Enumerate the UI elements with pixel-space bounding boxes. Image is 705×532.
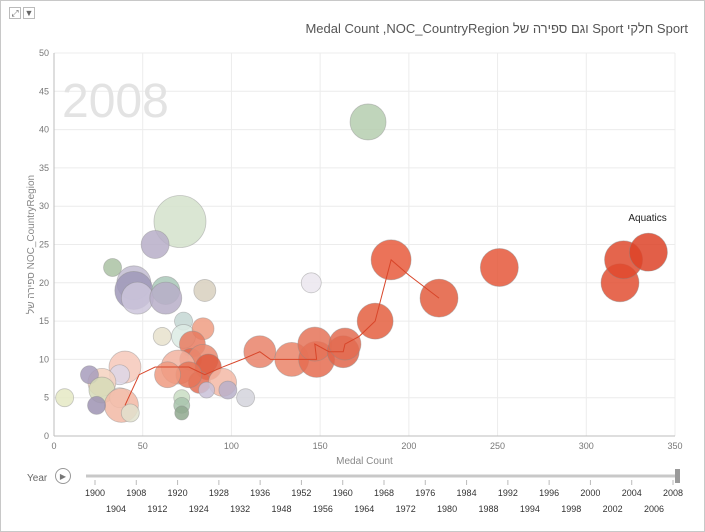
year-label-top[interactable]: 1908 (126, 488, 146, 498)
year-label-top[interactable]: 1900 (85, 488, 105, 498)
year-label-top[interactable]: 1996 (539, 488, 559, 498)
year-label-top[interactable]: 2000 (580, 488, 600, 498)
x-axis-title: Medal Count (336, 456, 393, 467)
x-tick-label: 300 (579, 441, 594, 451)
data-bubble[interactable] (236, 388, 256, 408)
x-tick-label: 350 (667, 441, 682, 451)
y-axis-title: ספירה של NOC_CountryRegion (25, 175, 37, 314)
data-bubble[interactable] (628, 232, 668, 272)
year-label-bottom[interactable]: 1972 (396, 504, 416, 514)
x-tick-label: 0 (51, 441, 56, 451)
y-tick-label: 50 (39, 48, 49, 58)
chart-title: Medal Count ,NOC_CountryRegion וגם ספירה… (305, 21, 688, 36)
y-tick-label: 0 (44, 431, 49, 441)
data-bubble[interactable] (193, 279, 217, 302)
play-button[interactable]: ▶ (55, 468, 71, 484)
year-label-top[interactable]: 1976 (415, 488, 435, 498)
annotation-label: Aquatics (628, 213, 666, 224)
data-bubble[interactable] (479, 248, 519, 287)
year-label-top[interactable]: 1928 (209, 488, 229, 498)
y-tick-label: 45 (39, 86, 49, 96)
year-label-bottom[interactable]: 1912 (147, 504, 167, 514)
data-bubble[interactable] (149, 281, 183, 315)
data-bubble[interactable] (80, 365, 99, 385)
year-label-bottom[interactable]: 1932 (230, 504, 250, 514)
data-bubble[interactable] (103, 258, 122, 277)
data-bubble[interactable] (87, 395, 106, 415)
data-bubble[interactable] (140, 230, 170, 259)
year-label-top[interactable]: 1968 (374, 488, 394, 498)
filter-icon[interactable]: ▼ (23, 7, 35, 19)
play-axis-label: Year (27, 473, 48, 484)
x-tick-label: 100 (224, 441, 239, 451)
year-label-bottom[interactable]: 1904 (106, 504, 126, 514)
watermark-year: 2008 (62, 75, 169, 128)
year-label-bottom[interactable]: 1948 (272, 504, 292, 514)
y-tick-label: 40 (39, 125, 49, 135)
x-tick-label: 200 (401, 441, 416, 451)
year-label-top[interactable]: 2008 (663, 488, 683, 498)
data-bubble[interactable] (300, 272, 322, 294)
panel-icons: ⤢ ▼ (9, 7, 35, 19)
y-tick-label: 10 (39, 354, 49, 364)
year-label-top[interactable]: 1992 (498, 488, 518, 498)
trail-line (124, 258, 440, 406)
y-tick-label: 20 (39, 278, 49, 288)
x-tick-label: 50 (138, 441, 148, 451)
year-label-top[interactable]: 1936 (250, 488, 270, 498)
year-label-bottom[interactable]: 1988 (478, 504, 498, 514)
year-label-bottom[interactable]: 1998 (561, 504, 581, 514)
data-bubble[interactable] (120, 281, 154, 315)
year-label-top[interactable]: 1984 (457, 488, 477, 498)
data-bubble[interactable] (174, 405, 190, 421)
year-label-bottom[interactable]: 2002 (603, 504, 623, 514)
play-axis-handle[interactable] (675, 469, 680, 483)
year-label-bottom[interactable]: 1980 (437, 504, 457, 514)
data-bubble[interactable] (152, 327, 172, 346)
y-tick-label: 5 (44, 393, 49, 403)
x-tick-label: 150 (313, 441, 328, 451)
y-tick-label: 15 (39, 316, 49, 326)
y-tick-label: 25 (39, 240, 49, 250)
data-bubble[interactable] (349, 103, 387, 141)
year-label-bottom[interactable]: 1924 (189, 504, 209, 514)
year-label-bottom[interactable]: 2006 (644, 504, 664, 514)
data-bubble[interactable] (55, 388, 75, 408)
y-tick-label: 35 (39, 163, 49, 173)
year-label-top[interactable]: 1960 (333, 488, 353, 498)
x-tick-label: 250 (490, 441, 505, 451)
data-bubble[interactable] (153, 195, 207, 248)
year-label-top[interactable]: 2004 (622, 488, 642, 498)
year-label-bottom[interactable]: 1994 (520, 504, 540, 514)
year-label-top[interactable]: 1952 (291, 488, 311, 498)
data-bubble[interactable] (198, 381, 215, 399)
year-label-top[interactable]: 1920 (168, 488, 188, 498)
play-icon: ▶ (59, 471, 67, 481)
year-label-bottom[interactable]: 1956 (313, 504, 333, 514)
data-bubble[interactable] (120, 403, 140, 423)
data-bubble[interactable] (218, 380, 238, 400)
year-label-bottom[interactable]: 1964 (354, 504, 374, 514)
data-bubble[interactable] (154, 361, 181, 389)
expand-icon[interactable]: ⤢ (9, 7, 21, 19)
y-tick-label: 30 (39, 201, 49, 211)
